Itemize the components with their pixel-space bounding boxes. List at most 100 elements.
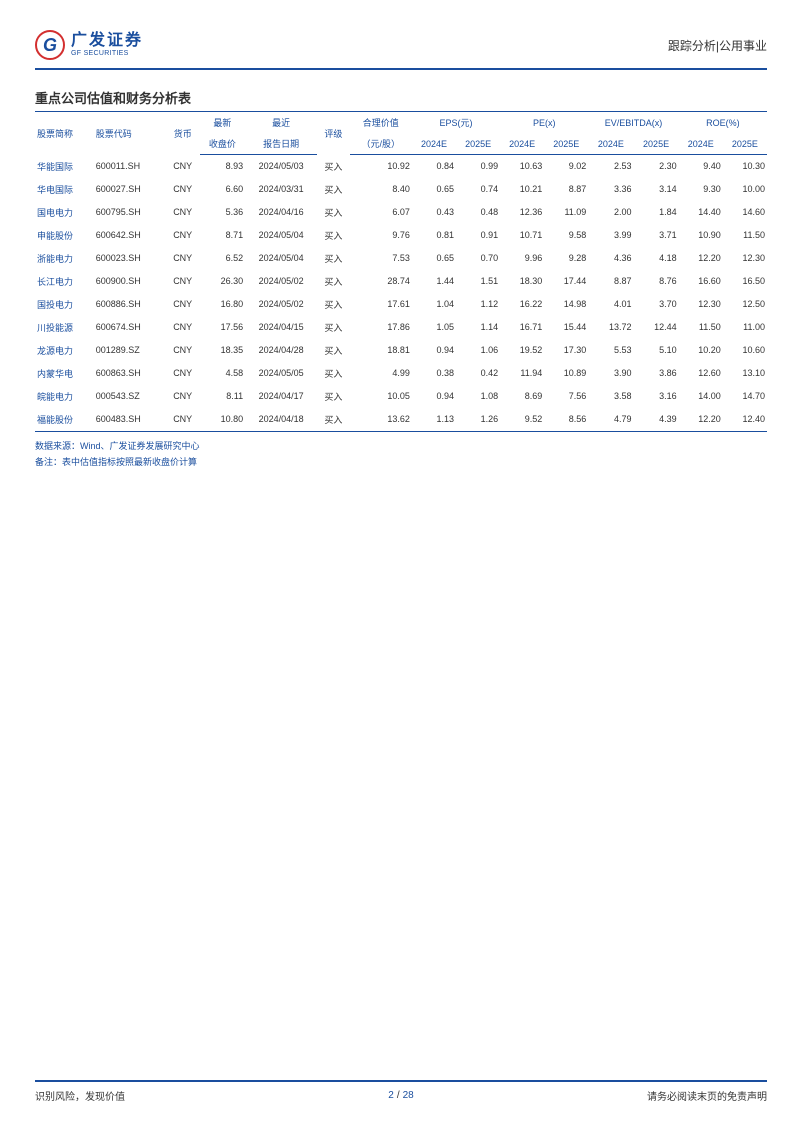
cell-price: 6.52	[200, 247, 246, 270]
cell-eps24: 0.65	[412, 178, 456, 201]
cell-eps24: 1.13	[412, 408, 456, 432]
cell-ev24: 4.79	[588, 408, 633, 432]
logo: G 广发证券 GF SECURITIES	[35, 30, 143, 60]
cell-code: 600483.SH	[94, 408, 166, 432]
th-roe-25: 2025E	[723, 133, 767, 155]
cell-name: 龙源电力	[35, 339, 94, 362]
cell-roe24: 12.20	[679, 247, 723, 270]
cell-roe25: 12.40	[723, 408, 767, 432]
cell-rating: 买入	[317, 201, 349, 224]
cell-eps25: 1.12	[456, 293, 500, 316]
cell-name: 国投电力	[35, 293, 94, 316]
cell-price: 16.80	[200, 293, 246, 316]
cell-eps24: 1.05	[412, 316, 456, 339]
cell-pe24: 9.52	[500, 408, 544, 432]
cell-ev24: 3.58	[588, 385, 633, 408]
cell-rating: 买入	[317, 247, 349, 270]
cell-name: 长江电力	[35, 270, 94, 293]
page-header: G 广发证券 GF SECURITIES 跟踪分析|公用事业	[35, 30, 767, 70]
cell-ccy: CNY	[166, 316, 200, 339]
cell-fair: 7.53	[350, 247, 412, 270]
cell-name: 国电电力	[35, 201, 94, 224]
cell-code: 600642.SH	[94, 224, 166, 247]
page-current: 2	[388, 1090, 394, 1101]
cell-pe24: 19.52	[500, 339, 544, 362]
cell-date: 2024/05/04	[245, 247, 317, 270]
cell-fair: 28.74	[350, 270, 412, 293]
cell-pe25: 9.28	[544, 247, 588, 270]
cell-price: 10.80	[200, 408, 246, 432]
cell-price: 5.36	[200, 201, 246, 224]
th-ev: EV/EBITDA(x)	[588, 112, 678, 134]
cell-rating: 买入	[317, 293, 349, 316]
cell-fair: 17.61	[350, 293, 412, 316]
cell-roe24: 12.20	[679, 408, 723, 432]
cell-rating: 买入	[317, 224, 349, 247]
th-eps: EPS(元)	[412, 112, 500, 134]
th-date-top: 最近	[245, 112, 317, 134]
cell-pe25: 9.58	[544, 224, 588, 247]
cell-eps24: 1.04	[412, 293, 456, 316]
cell-eps25: 1.51	[456, 270, 500, 293]
cell-eps24: 0.94	[412, 385, 456, 408]
cell-roe25: 13.10	[723, 362, 767, 385]
cell-code: 600900.SH	[94, 270, 166, 293]
cell-rating: 买入	[317, 385, 349, 408]
cell-ev24: 3.90	[588, 362, 633, 385]
cell-fair: 6.07	[350, 201, 412, 224]
cell-fair: 9.76	[350, 224, 412, 247]
cell-roe25: 10.30	[723, 155, 767, 178]
source-label: 数据来源：	[35, 441, 80, 451]
cell-pe24: 11.94	[500, 362, 544, 385]
cell-ccy: CNY	[166, 247, 200, 270]
th-fair-top: 合理价值	[350, 112, 412, 134]
header-category: 跟踪分析|公用事业	[668, 37, 767, 54]
cell-price: 6.60	[200, 178, 246, 201]
cell-fair: 18.81	[350, 339, 412, 362]
cell-eps25: 0.42	[456, 362, 500, 385]
cell-date: 2024/05/04	[245, 224, 317, 247]
table-row: 福能股份600483.SHCNY10.802024/04/18买入13.621.…	[35, 408, 767, 432]
page-total: 28	[403, 1090, 414, 1101]
cell-name: 华电国际	[35, 178, 94, 201]
th-currency: 货币	[166, 112, 200, 155]
remark-label: 备注：	[35, 457, 62, 467]
cell-ev25: 4.18	[633, 247, 678, 270]
th-ev-25: 2025E	[633, 133, 678, 155]
cell-eps25: 1.26	[456, 408, 500, 432]
cell-ccy: CNY	[166, 339, 200, 362]
cell-pe24: 10.63	[500, 155, 544, 178]
cell-ev25: 3.16	[633, 385, 678, 408]
cell-date: 2024/04/15	[245, 316, 317, 339]
cell-ev25: 5.10	[633, 339, 678, 362]
cell-eps25: 0.91	[456, 224, 500, 247]
cell-pe24: 16.22	[500, 293, 544, 316]
th-price-top: 最新	[200, 112, 246, 134]
cell-fair: 4.99	[350, 362, 412, 385]
cell-ev24: 4.01	[588, 293, 633, 316]
cell-code: 600011.SH	[94, 155, 166, 178]
cell-roe24: 14.40	[679, 201, 723, 224]
table-row: 华电国际600027.SHCNY6.602024/03/31买入8.400.65…	[35, 178, 767, 201]
footer-left: 识别风险，发现价值	[35, 1088, 125, 1103]
cell-ev24: 8.87	[588, 270, 633, 293]
cell-ev24: 5.53	[588, 339, 633, 362]
cell-pe25: 10.89	[544, 362, 588, 385]
cell-pe25: 14.98	[544, 293, 588, 316]
cell-ccy: CNY	[166, 155, 200, 178]
cell-rating: 买入	[317, 270, 349, 293]
remark-text: 表中估值指标按照最新收盘价计算	[62, 457, 197, 467]
cell-date: 2024/04/18	[245, 408, 317, 432]
cell-name: 华能国际	[35, 155, 94, 178]
cell-price: 4.58	[200, 362, 246, 385]
cell-name: 川投能源	[35, 316, 94, 339]
cell-date: 2024/04/17	[245, 385, 317, 408]
footer-right: 请务必阅读末页的免责声明	[647, 1088, 767, 1103]
cell-eps25: 0.48	[456, 201, 500, 224]
source-text: Wind、广发证券发展研究中心	[80, 441, 200, 451]
valuation-table: 股票简称 股票代码 货币 最新 最近 评级 合理价值 EPS(元) PE(x) …	[35, 111, 767, 432]
th-price-bot: 收盘价	[200, 133, 246, 155]
cell-eps24: 0.65	[412, 247, 456, 270]
footer-page-number: 2/28	[388, 1090, 413, 1101]
cell-eps25: 0.70	[456, 247, 500, 270]
